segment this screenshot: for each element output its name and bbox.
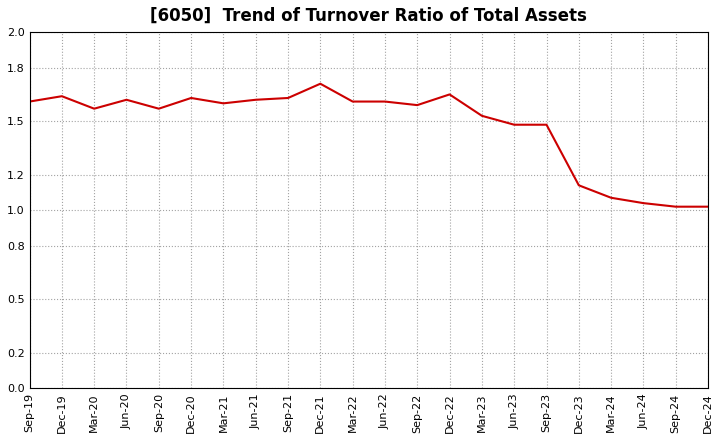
Title: [6050]  Trend of Turnover Ratio of Total Assets: [6050] Trend of Turnover Ratio of Total … — [150, 7, 588, 25]
